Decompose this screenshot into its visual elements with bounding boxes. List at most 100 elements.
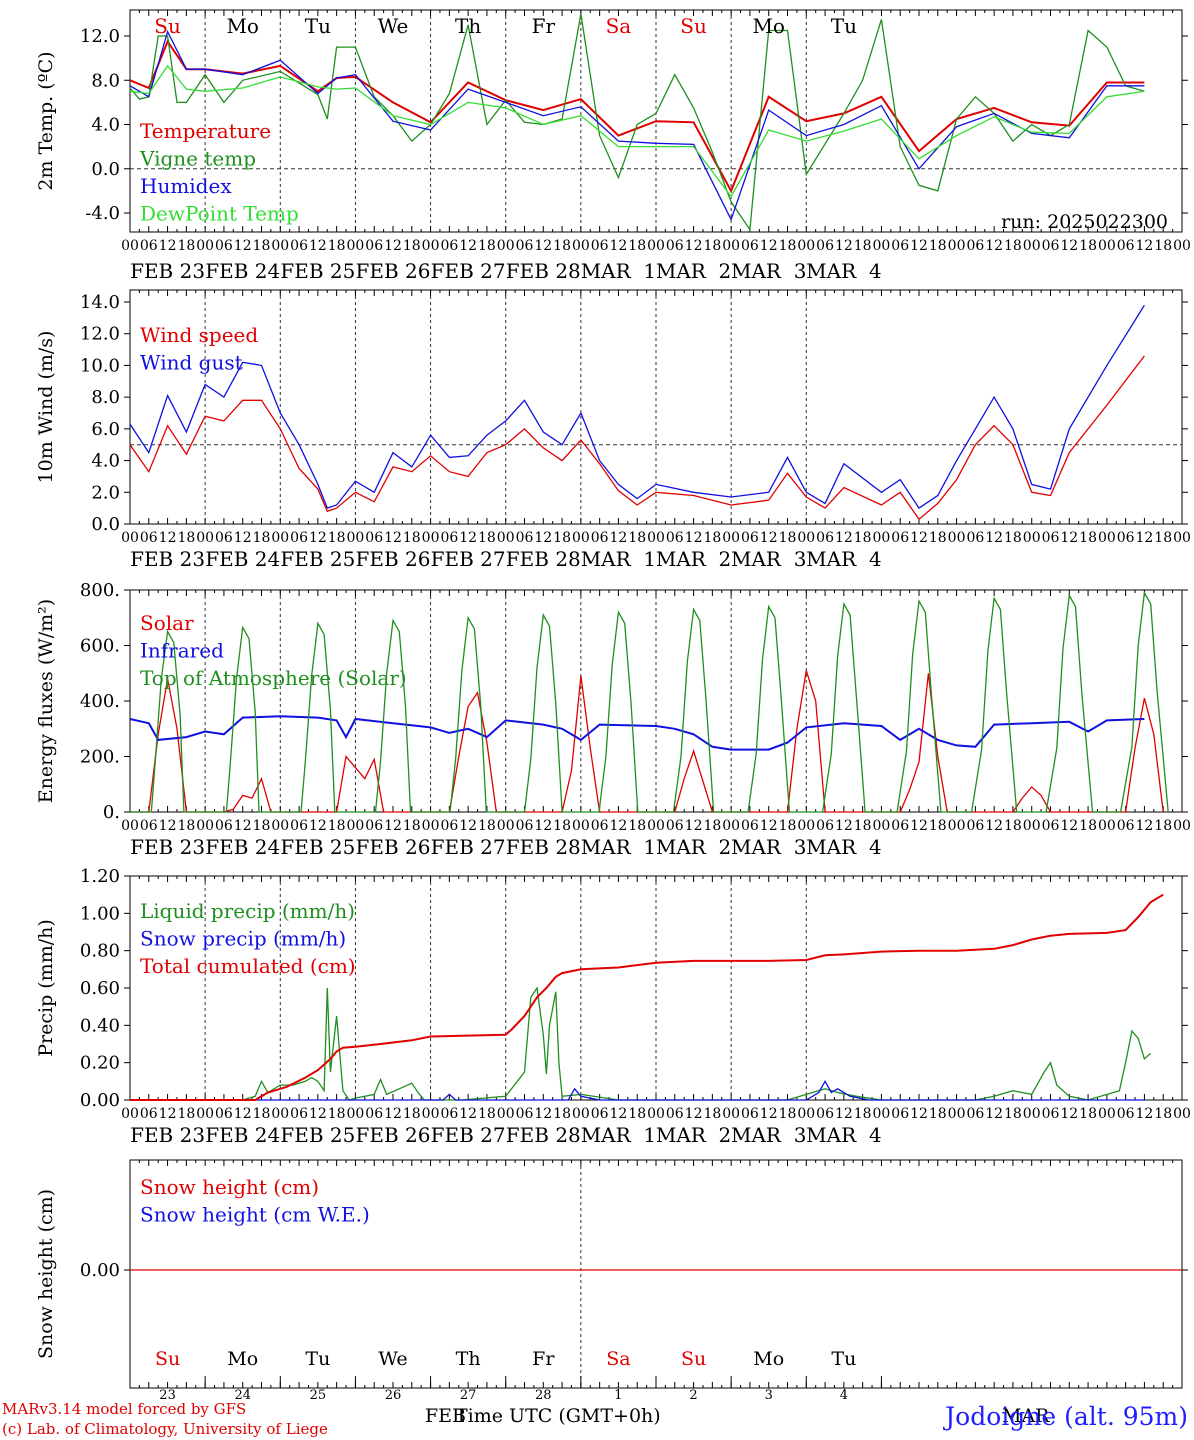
hour-tick-label: 18 <box>779 818 797 834</box>
series-line-wind-speed <box>129 355 1145 521</box>
legend-entry: Infrared <box>140 639 224 663</box>
hour-tick-label: 06 <box>440 1106 458 1122</box>
hour-tick-label: 00 <box>347 238 365 254</box>
weekday-label: Tu <box>831 1348 856 1370</box>
hour-tick-label: 06 <box>666 1106 684 1122</box>
hour-tick-label: 12 <box>685 238 703 254</box>
hour-tick-label: 12 <box>384 238 402 254</box>
hour-tick-label: 12 <box>534 1106 552 1122</box>
hour-tick-label: 06 <box>290 1106 308 1122</box>
hour-tick-label: 12 <box>760 238 778 254</box>
hour-tick-label: 12 <box>384 818 402 834</box>
hour-tick-label: 18 <box>628 818 646 834</box>
hour-tick-label: 18 <box>177 818 195 834</box>
hour-tick-label: 00 <box>873 1106 891 1122</box>
date-label: FEB 28 <box>506 835 581 859</box>
hour-tick-label: 12 <box>985 238 1003 254</box>
hour-tick-label: 00 <box>497 238 515 254</box>
hour-tick-label: 00 <box>271 818 289 834</box>
weekday-label: Mo <box>753 1348 784 1370</box>
hour-tick-label: 12 <box>760 818 778 834</box>
legend-entry: Snow precip (mm/h) <box>140 927 346 951</box>
hour-tick-label: 18 <box>177 1106 195 1122</box>
weekday-label: Tu <box>831 14 857 38</box>
hour-tick-label: 18 <box>1079 530 1097 546</box>
hour-tick-label: 06 <box>1117 1106 1135 1122</box>
hour-tick-label: 06 <box>365 238 383 254</box>
hour-tick-label: 18 <box>553 238 571 254</box>
date-label: FEB 24 <box>205 259 280 283</box>
hour-tick-label: 06 <box>966 530 984 546</box>
hour-tick-label: 12 <box>159 1106 177 1122</box>
hour-tick-label: 06 <box>440 530 458 546</box>
y-tick-label: 4.0 <box>91 451 120 472</box>
hour-tick-label: 12 <box>159 818 177 834</box>
date-label: FEB 27 <box>431 1123 506 1147</box>
hour-tick-label: 18 <box>703 1106 721 1122</box>
hour-tick-label: 06 <box>140 238 158 254</box>
model-credit-line2: (c) Lab. of Climatology, University of L… <box>2 1420 328 1438</box>
hour-tick-label: 06 <box>666 530 684 546</box>
y-axis-label: Precip (mm/h) <box>35 919 57 1057</box>
hour-tick-label: 18 <box>703 238 721 254</box>
date-label: MAR 1 <box>581 259 656 283</box>
legend-entry: Liquid precip (mm/h) <box>140 899 355 923</box>
series-line-solar <box>130 670 1164 813</box>
hour-tick-label: 00 <box>497 818 515 834</box>
hour-tick-label: 06 <box>966 1106 984 1122</box>
legend-entry: Total cumulated (cm) <box>140 954 356 978</box>
panel-2 <box>124 289 1188 525</box>
y-tick-label: 0.80 <box>80 941 120 962</box>
hour-tick-label: 06 <box>1042 530 1060 546</box>
y-tick-label: 4.0 <box>91 115 120 136</box>
weekday-label: Su <box>680 14 707 38</box>
hour-tick-label: 06 <box>741 530 759 546</box>
hour-tick-label: 18 <box>478 1106 496 1122</box>
hour-tick-label: 06 <box>1042 818 1060 834</box>
hour-tick-label: 18 <box>1079 238 1097 254</box>
hour-tick-label: 12 <box>459 238 477 254</box>
hour-tick-label: 00 <box>271 1106 289 1122</box>
hour-tick-label: 12 <box>685 818 703 834</box>
hour-tick-label: 00 <box>1023 1106 1041 1122</box>
weekday-label: We <box>378 14 409 38</box>
date-label: MAR 1 <box>581 1123 656 1147</box>
day-number-label: 25 <box>310 1388 327 1403</box>
hour-tick-label: 12 <box>534 530 552 546</box>
hour-tick-label: 06 <box>140 818 158 834</box>
series-line-snow-precip-mm-h- <box>130 1079 1145 1101</box>
model-credit-line1: MARv3.14 model forced by GFS <box>2 1400 247 1418</box>
y-tick-label: 1.20 <box>80 866 120 887</box>
hour-tick-label: 06 <box>215 530 233 546</box>
hour-tick-label: 00 <box>121 238 139 254</box>
hour-tick-label: 18 <box>854 1106 872 1122</box>
hour-tick-label: 00 <box>797 818 815 834</box>
hour-tick-label: 00 <box>196 530 214 546</box>
date-label: FEB 23 <box>130 835 205 859</box>
date-label: FEB 24 <box>205 1123 280 1147</box>
hour-tick-label: 18 <box>328 238 346 254</box>
weekday-label: Tu <box>305 14 331 38</box>
hour-tick-label: 18 <box>177 238 195 254</box>
series-line-humidex <box>129 29 1145 222</box>
hour-tick-label: 12 <box>459 530 477 546</box>
hour-tick-label: 06 <box>966 238 984 254</box>
hour-tick-label: 00 <box>1173 818 1191 834</box>
hour-tick-label: 18 <box>253 530 271 546</box>
legend-entry: Snow height (cm) <box>140 1175 319 1199</box>
weekday-label: Fr <box>532 1348 555 1370</box>
hour-tick-label: 12 <box>760 1106 778 1122</box>
y-tick-label: 0.20 <box>80 1053 120 1074</box>
hour-tick-label: 12 <box>384 530 402 546</box>
hour-tick-label: 12 <box>1060 530 1078 546</box>
y-tick-label: 8.0 <box>91 70 120 91</box>
hour-tick-label: 18 <box>1154 238 1172 254</box>
hour-tick-label: 18 <box>628 238 646 254</box>
day-number-label: 27 <box>460 1388 477 1403</box>
hour-tick-label: 12 <box>610 530 628 546</box>
hour-tick-label: 00 <box>572 530 590 546</box>
hour-tick-label: 00 <box>722 530 740 546</box>
hour-tick-label: 12 <box>985 1106 1003 1122</box>
legend-entry: DewPoint Temp <box>140 202 299 226</box>
